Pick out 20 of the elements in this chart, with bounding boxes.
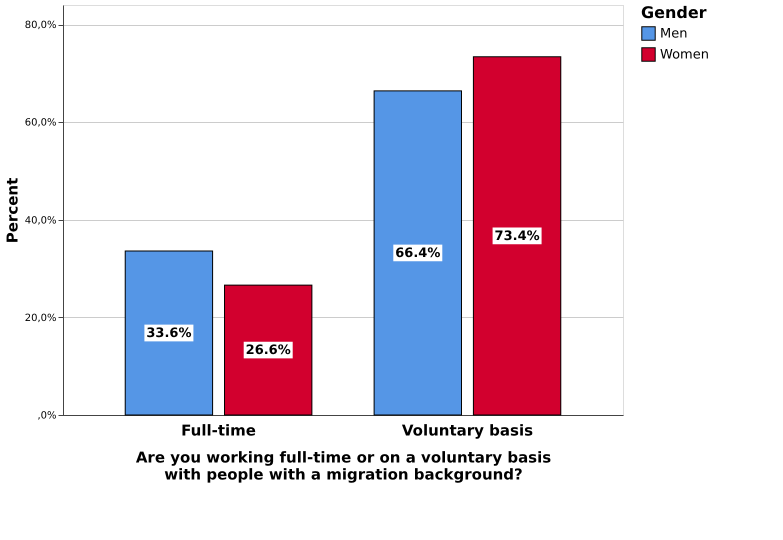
x-tick-label: Full-time [181,422,256,440]
legend-label: Women [660,48,709,62]
bar [124,250,214,416]
bar [472,56,562,416]
data-label: 73.4% [494,228,540,244]
y-tick-label: 40,0% [24,215,56,226]
y-axis-title: Percent [4,178,22,244]
y-tick-label: 20,0% [24,312,56,324]
y-tick-label: 60,0% [24,118,56,129]
data-label: 33.6% [146,326,192,341]
y-tick-label: 80,0% [24,20,56,32]
legend-label: Men [660,26,688,42]
x-tick-label: Voluntary basis [402,422,534,440]
bar [374,90,462,416]
data-label: 66.4% [395,246,440,261]
bar [224,284,312,416]
data-label: 26.6% [246,343,291,358]
legend-title: Gender [641,3,707,22]
x-axis-title: Are you working full-time or on a voluntary basis with people with a migration background? [136,448,552,484]
y-tick-label: ,0% [37,410,56,422]
